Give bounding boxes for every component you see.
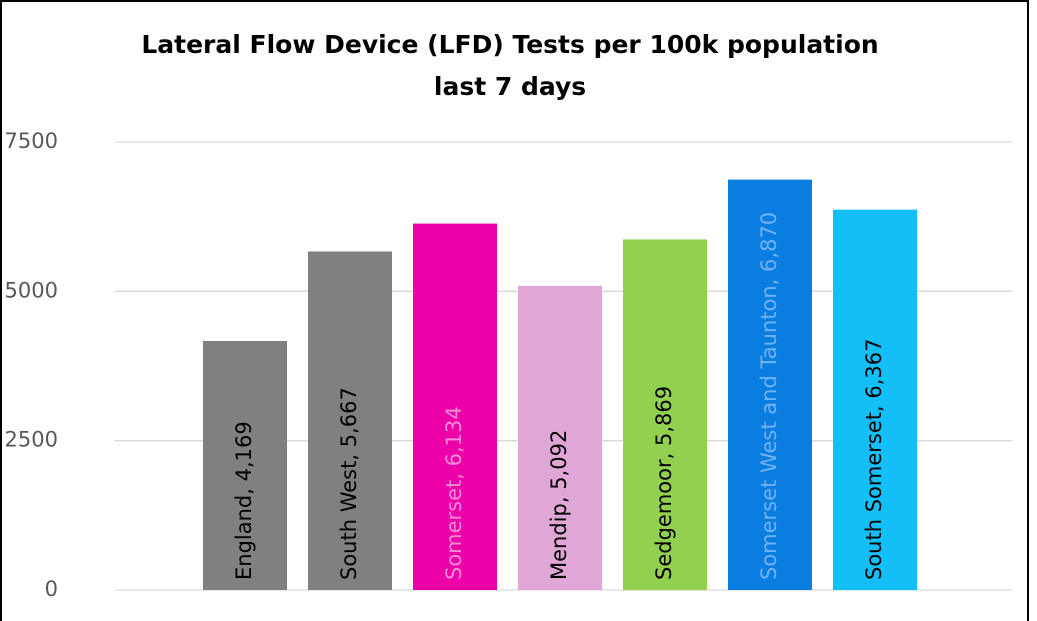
data-label: Somerset West and Taunton, 6,870 [757,212,781,580]
category-label: Sedgemoor [652,459,676,580]
y-tick-label: 0 [45,577,58,601]
bar [203,340,287,590]
bar [833,209,917,591]
value-label: , 6,367 [862,339,886,412]
value-label: , 5,092 [547,430,571,503]
category-label: England [232,495,256,580]
value-label: , 5,869 [652,386,676,459]
bar [308,251,392,590]
y-tick-label: 5000 [5,278,58,302]
chart-title: last 7 days [434,72,586,101]
value-label: , 5,667 [337,387,361,460]
bar [413,223,497,590]
y-tick-label: 2500 [5,428,58,452]
data-label: South West, 5,667 [337,387,361,580]
value-label: , 6,134 [442,406,466,479]
data-label: Mendip, 5,092 [547,430,571,580]
chart-title: Lateral Flow Device (LFD) Tests per 100k… [141,30,878,59]
category-label: Mendip [547,503,571,580]
data-label: Sedgemoor, 5,869 [652,386,676,580]
y-tick-label: 7500 [5,129,58,153]
bar [623,239,707,591]
data-label: Somerset, 6,134 [442,406,466,580]
data-label: England, 4,169 [232,421,256,580]
category-label: Somerset West and Taunton [757,285,781,580]
bar [728,179,812,590]
data-label: South Somerset, 6,367 [862,339,886,580]
value-label: , 4,169 [232,421,256,494]
bar [518,285,602,590]
category-label: South Somerset [862,412,886,580]
category-label: Somerset [442,480,466,580]
value-label: , 6,870 [757,212,781,285]
category-label: South West [337,461,361,580]
